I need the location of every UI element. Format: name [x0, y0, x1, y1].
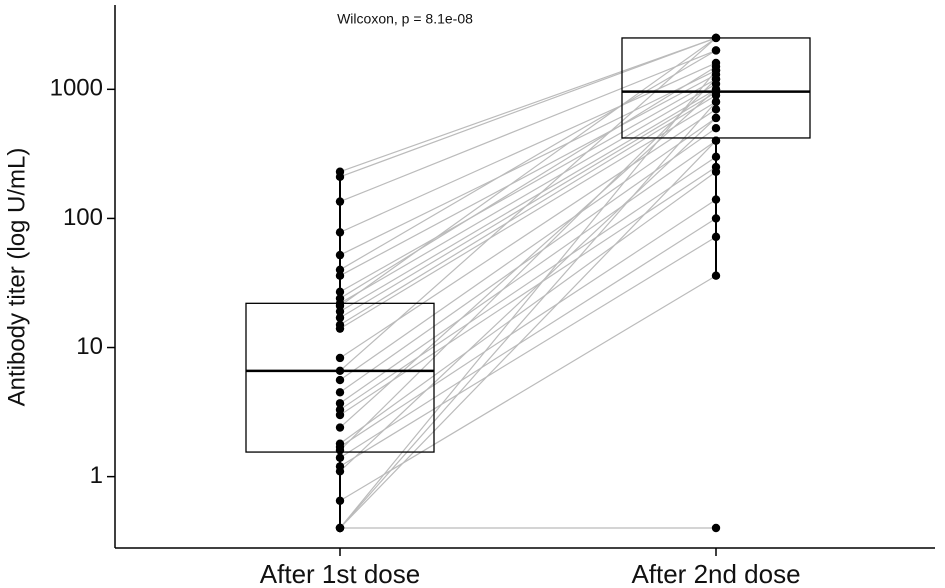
y-tick-label: 100: [63, 204, 103, 231]
point: [711, 97, 721, 107]
pair-line: [339, 171, 717, 445]
pair-line: [339, 78, 717, 451]
pair-line: [339, 166, 717, 416]
x-tick-label: After 1st dose: [260, 559, 420, 588]
pair-line: [339, 69, 717, 256]
point: [711, 66, 721, 75]
pair-line: [339, 70, 717, 529]
point: [335, 172, 345, 182]
pair-line: [339, 236, 717, 467]
annotation: Wilcoxon, p = 8.1e-08: [337, 11, 473, 27]
point: [711, 74, 721, 84]
pair-line: [339, 140, 717, 529]
pair-line: [339, 156, 717, 411]
y-tick-label: 10: [76, 333, 103, 360]
point: [711, 91, 721, 100]
point: [711, 33, 721, 43]
pair-line: [339, 217, 717, 459]
point: [711, 85, 721, 94]
pair-line: [339, 37, 717, 178]
point: [335, 375, 345, 385]
pair-line: [339, 37, 717, 372]
pair-line: [339, 275, 717, 502]
pair-line: [339, 66, 717, 299]
point: [711, 214, 721, 223]
x-tick-label: After 2nd dose: [631, 559, 800, 588]
pair-line: [339, 37, 717, 173]
point: [711, 152, 721, 162]
point: [335, 353, 345, 363]
point: [335, 313, 345, 322]
pair-line: [339, 88, 717, 313]
point: [335, 250, 345, 260]
point: [711, 105, 721, 114]
point: [335, 399, 345, 408]
pair-line: [339, 199, 717, 448]
pair-line: [339, 117, 717, 472]
point: [711, 523, 721, 533]
point: [335, 287, 345, 297]
pair-line: [339, 140, 717, 404]
point: [335, 324, 345, 333]
point: [335, 523, 345, 533]
point: [335, 446, 345, 455]
point: [335, 496, 345, 505]
point: [335, 366, 345, 376]
point: [711, 167, 721, 176]
point: [711, 271, 721, 280]
point: [335, 453, 345, 462]
pair-line: [339, 108, 717, 359]
point: [711, 232, 721, 242]
point: [711, 195, 721, 204]
pair-line: [339, 74, 717, 277]
point: [335, 467, 345, 476]
point: [335, 423, 345, 432]
pair-line: [339, 83, 717, 304]
pair-line: [339, 94, 717, 326]
point: [711, 113, 721, 123]
point: [335, 197, 345, 206]
point: [335, 410, 345, 420]
point: [335, 271, 345, 280]
pair-line: [339, 49, 717, 203]
pair-line: [339, 101, 717, 529]
point: [335, 307, 345, 316]
pair-line: [339, 88, 717, 428]
pair-line: [339, 117, 717, 381]
point: [335, 228, 345, 237]
point: [711, 46, 721, 55]
point: [711, 136, 721, 145]
pair-line: [339, 78, 717, 293]
point: [335, 388, 345, 397]
y-axis-label: Antibody titer (log U/mL): [3, 148, 30, 407]
pair-line: [339, 37, 717, 307]
pair-line: [339, 49, 717, 271]
pair-line: [339, 101, 717, 330]
point: [335, 265, 345, 275]
point: [711, 123, 721, 133]
y-tick-label: 1: [90, 462, 103, 489]
y-tick-label: 1000: [50, 75, 103, 102]
